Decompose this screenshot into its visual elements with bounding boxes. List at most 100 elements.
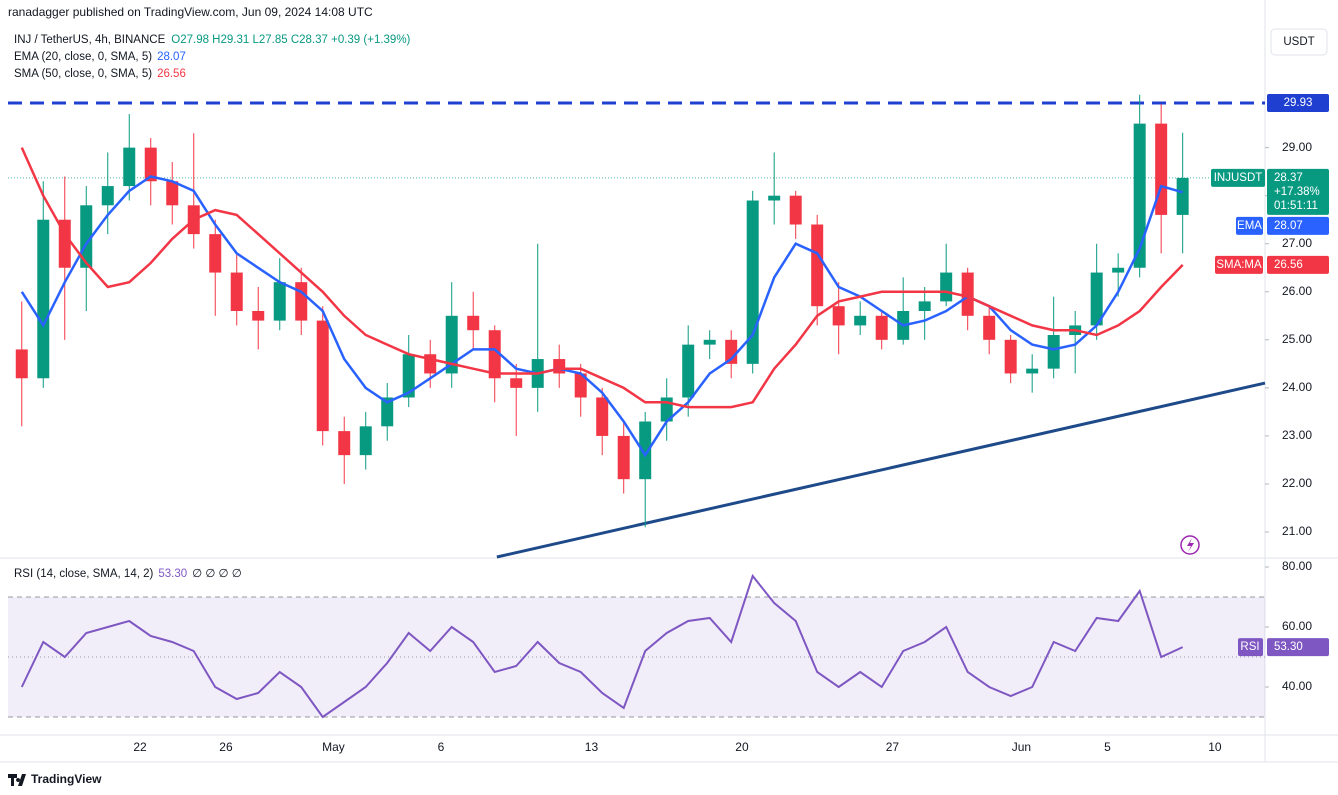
indicator-value-box [1267, 216, 1329, 235]
symbol-label: INJUSDT [1214, 172, 1263, 184]
logo-text: TradingView [31, 772, 102, 786]
candle-body [123, 147, 136, 187]
candle-body [1026, 368, 1039, 374]
y-tick-label: 22.00 [1282, 476, 1312, 490]
indicator-value-box [1267, 255, 1329, 274]
trendline [496, 381, 1266, 559]
candle-body [703, 339, 716, 345]
candle-body [338, 431, 351, 456]
last-price-label: 28.37 [1274, 172, 1303, 184]
candle-body [58, 219, 71, 268]
candle-body [832, 306, 845, 326]
x-tick-label: 6 [438, 740, 445, 754]
ema-name: EMA (20, close, 0, SMA, 5) [14, 51, 152, 63]
symbol-legend: INJ / TetherUS, 4h, BINANCE O27.98 H29.31… [14, 34, 411, 46]
candle-body [768, 195, 781, 201]
candle-body [209, 234, 222, 273]
candle-body [725, 339, 738, 364]
last-price-box [1267, 168, 1329, 215]
currency-button[interactable] [1270, 28, 1328, 56]
candle-body [295, 282, 308, 321]
candle-body [811, 224, 824, 307]
candle-body [1004, 339, 1017, 374]
candle-body [854, 315, 867, 326]
x-tick-label: 20 [735, 740, 749, 754]
indicator-name-box [1236, 216, 1263, 235]
rsi-value: 53.30 [158, 568, 187, 580]
y-tick-label: 26.00 [1282, 284, 1312, 298]
x-tick-label: 10 [1208, 740, 1222, 754]
rsi-axis-value: 53.30 [1274, 641, 1303, 653]
ema-value: 28.07 [157, 51, 186, 63]
rsi-value-box [1267, 638, 1329, 657]
candle-body [1112, 267, 1125, 273]
candle-body [596, 397, 609, 436]
y-tick-label: 24.00 [1282, 380, 1312, 394]
sma-value: 26.56 [157, 68, 186, 80]
candle-body [37, 219, 50, 379]
y-tick-label: 21.00 [1282, 524, 1312, 538]
candle-body [101, 186, 114, 206]
indicator-value: 28.07 [1274, 220, 1303, 232]
x-tick-label: 13 [585, 740, 599, 754]
ohlc-legend: O27.98 H29.31 L27.85 C28.37 +0.39 (+1.39… [171, 34, 410, 46]
candle-body [488, 330, 501, 379]
candle-body [682, 344, 695, 398]
indicator-name: EMA [1237, 220, 1262, 232]
resistance-label: 29.93 [1284, 97, 1313, 109]
y-tick-label: 60.00 [1282, 619, 1312, 633]
rsi-line [20, 573, 1184, 719]
candle-body [445, 315, 458, 374]
candle-body [918, 301, 931, 311]
candle-body [961, 272, 974, 316]
rsi-name-box [1238, 638, 1263, 657]
candle-body [166, 181, 179, 206]
candle-body [746, 200, 759, 364]
x-tick-label: 27 [886, 740, 900, 754]
candle-body [1047, 335, 1060, 369]
sma-legend: SMA (50, close, 0, SMA, 5) 26.56 [14, 68, 186, 80]
ema-legend: EMA (20, close, 0, SMA, 5) 28.07 [14, 51, 186, 63]
y-tick-label: 27.00 [1282, 236, 1312, 250]
countdown-label: 01:51:11 [1274, 200, 1318, 212]
y-tick-label: 80.00 [1282, 559, 1312, 573]
candle-body [252, 310, 265, 321]
candle-body [639, 421, 652, 480]
candle-body [80, 205, 93, 268]
candle-body [553, 359, 566, 374]
lightning-icon[interactable] [1180, 535, 1200, 555]
candle-body [273, 282, 286, 321]
y-tick-label: 23.00 [1282, 428, 1312, 442]
publisher: ranadagger published on TradingView.com,… [8, 5, 373, 19]
sma-name: SMA (50, close, 0, SMA, 5) [14, 68, 152, 80]
rsi-legend: RSI (14, close, SMA, 14, 2) 53.30 ∅ ∅ ∅ ∅ [14, 568, 242, 580]
candle-body [381, 397, 394, 427]
candle-body [940, 272, 953, 302]
candle-body [402, 354, 415, 398]
candle-body [359, 426, 372, 456]
x-tick-label: 26 [219, 740, 233, 754]
candle-body [1090, 272, 1103, 326]
y-tick-label: 25.00 [1282, 332, 1312, 346]
x-tick-label: 22 [133, 740, 147, 754]
candle-body [230, 272, 243, 311]
rsi-name: RSI (14, close, SMA, 14, 2) [14, 568, 154, 580]
x-tick-label: 5 [1104, 740, 1111, 754]
candle-body [316, 320, 329, 432]
candle-body [15, 349, 28, 379]
candle-body [617, 435, 630, 480]
indicator-value: 26.56 [1274, 259, 1303, 271]
rsi-extra: ∅ ∅ ∅ ∅ [192, 568, 242, 580]
symbol-box [1211, 168, 1265, 187]
candle-body [1176, 177, 1189, 215]
candle-body [983, 315, 996, 340]
indicator-name-box [1215, 255, 1263, 274]
rsi-axis-name: RSI [1240, 641, 1259, 653]
candle-body [144, 147, 157, 182]
symbol-title: INJ / TetherUS, 4h, BINANCE [14, 34, 166, 46]
logo-mark [8, 774, 26, 786]
y-tick-label: 40.00 [1282, 679, 1312, 693]
candle-body [1133, 123, 1146, 268]
indicator-name: SMA:MA [1216, 259, 1262, 271]
